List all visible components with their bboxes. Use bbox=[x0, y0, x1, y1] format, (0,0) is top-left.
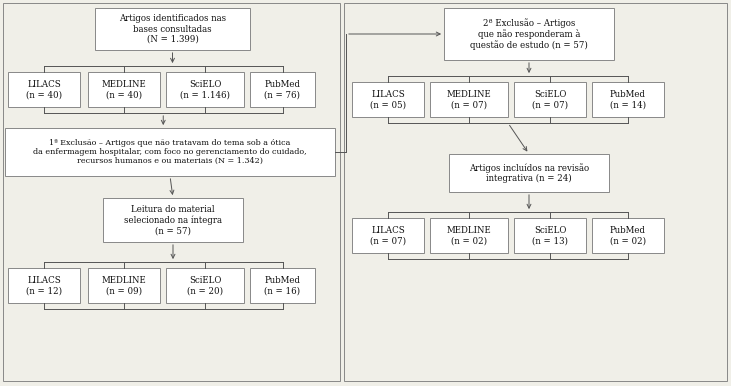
Text: SciELO
(n = 20): SciELO (n = 20) bbox=[187, 276, 223, 295]
Text: SciELO
(n = 07): SciELO (n = 07) bbox=[532, 90, 568, 109]
Bar bbox=[592, 82, 664, 117]
Bar bbox=[250, 72, 315, 107]
Text: Artigos identificados nas
bases consultadas
(N = 1.399): Artigos identificados nas bases consulta… bbox=[119, 14, 226, 44]
Text: 2ª Exclusão – Artigos
que não responderam à
questão de estudo (n = 57): 2ª Exclusão – Artigos que não respondera… bbox=[470, 18, 588, 50]
Bar bbox=[514, 82, 586, 117]
Bar bbox=[592, 218, 664, 253]
Bar bbox=[352, 82, 424, 117]
Bar bbox=[430, 82, 508, 117]
Text: PubMed
(n = 16): PubMed (n = 16) bbox=[265, 276, 300, 295]
Text: MEDLINE
(n = 09): MEDLINE (n = 09) bbox=[102, 276, 146, 295]
Text: LILACS
(n = 40): LILACS (n = 40) bbox=[26, 80, 62, 99]
Text: PubMed
(n = 14): PubMed (n = 14) bbox=[610, 90, 646, 109]
Bar bbox=[514, 218, 586, 253]
Text: LILACS
(n = 07): LILACS (n = 07) bbox=[370, 226, 406, 245]
Text: PubMed
(n = 02): PubMed (n = 02) bbox=[610, 226, 646, 245]
Bar bbox=[430, 218, 508, 253]
Bar bbox=[8, 72, 80, 107]
Text: MEDLINE
(n = 40): MEDLINE (n = 40) bbox=[102, 80, 146, 99]
Bar bbox=[250, 268, 315, 303]
Bar bbox=[444, 8, 614, 60]
Bar bbox=[3, 3, 340, 381]
Bar bbox=[166, 268, 244, 303]
Bar bbox=[88, 72, 160, 107]
Bar bbox=[88, 268, 160, 303]
Bar bbox=[5, 128, 335, 176]
Text: PubMed
(n = 76): PubMed (n = 76) bbox=[265, 80, 300, 99]
Text: Leitura do material
selecionado na íntegra
(n = 57): Leitura do material selecionado na ínteg… bbox=[124, 205, 222, 235]
Text: LILACS
(n = 12): LILACS (n = 12) bbox=[26, 276, 62, 295]
Bar bbox=[166, 72, 244, 107]
Text: SciELO
(n = 13): SciELO (n = 13) bbox=[532, 226, 568, 245]
Text: LILACS
(n = 05): LILACS (n = 05) bbox=[370, 90, 406, 109]
Text: MEDLINE
(n = 02): MEDLINE (n = 02) bbox=[447, 226, 491, 245]
Bar bbox=[8, 268, 80, 303]
Text: Artigos incluídos na revisão
integrativa (n = 24): Artigos incluídos na revisão integrativa… bbox=[469, 163, 589, 183]
Text: SciELO
(n = 1.146): SciELO (n = 1.146) bbox=[180, 80, 230, 99]
Bar bbox=[344, 3, 727, 381]
Bar bbox=[352, 218, 424, 253]
Bar bbox=[95, 8, 250, 50]
Bar bbox=[103, 198, 243, 242]
Text: MEDLINE
(n = 07): MEDLINE (n = 07) bbox=[447, 90, 491, 109]
Text: 1ª Exclusão – Artigos que não tratavam do tema sob a ótica
da enfermagem hospita: 1ª Exclusão – Artigos que não tratavam d… bbox=[33, 139, 307, 165]
Bar bbox=[449, 154, 609, 192]
